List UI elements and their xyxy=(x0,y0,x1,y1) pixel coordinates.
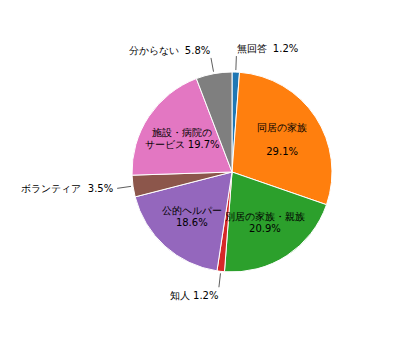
data-label: 同居の家族 29.1% xyxy=(257,122,307,157)
pie-slice xyxy=(196,72,232,172)
slices xyxy=(132,72,332,272)
data-label: 分からない 5.8% xyxy=(128,45,210,56)
chart-svg: 無回答 1.2% 同居の家族 29.1% 別居の家族・親族20.9% 知人 1.2% 公… xyxy=(0,0,408,338)
leader-line xyxy=(211,58,214,72)
data-label-line: 20.9% xyxy=(249,223,281,234)
pie-slice xyxy=(132,172,232,197)
data-label: 施設・病院のサービス 19.7% xyxy=(145,127,220,150)
chart-container: 無回答 1.2% 同居の家族 29.1% 別居の家族・親族20.9% 知人 1.2% 公… xyxy=(0,0,408,338)
data-label: 公的ヘルパー18.6% xyxy=(162,205,222,228)
leader-line xyxy=(219,273,221,287)
pie-slice xyxy=(224,172,326,272)
data-label: 別居の家族・親族20.9% xyxy=(225,211,305,234)
data-label-line xyxy=(281,134,284,145)
data-label: ボランティア 3.5% xyxy=(21,183,113,194)
data-label-line: 29.1% xyxy=(266,146,298,157)
pie xyxy=(132,72,332,272)
data-label-line: 公的ヘルパー xyxy=(162,205,222,216)
data-label-line: サービス 19.7% xyxy=(145,139,220,150)
leader-line xyxy=(117,186,131,188)
leader-line xyxy=(235,56,237,70)
data-label-line: 施設・病院の xyxy=(152,127,212,138)
data-label: 無回答 1.2% xyxy=(237,43,299,54)
data-label-line: 同居の家族 xyxy=(257,122,307,133)
data-label-line: 18.6% xyxy=(176,217,208,228)
labels: 無回答 1.2% 同居の家族 29.1% 別居の家族・親族20.9% 知人 1.2% 公… xyxy=(21,43,307,301)
data-label: 知人 1.2% xyxy=(170,290,219,301)
data-label-line: 別居の家族・親族 xyxy=(225,211,305,222)
